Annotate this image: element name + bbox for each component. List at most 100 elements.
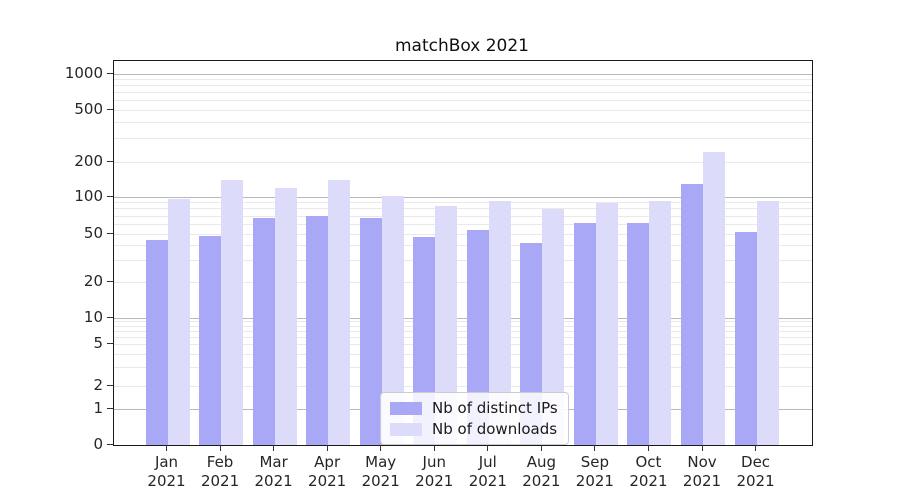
- x-tick-year: 2021: [468, 472, 507, 490]
- gridline-minor: [114, 343, 812, 345]
- x-tick-mark: [755, 445, 757, 451]
- bar-downloads: [703, 151, 725, 445]
- gridline-minor: [114, 281, 812, 283]
- x-tick-label: Feb 2021: [185, 453, 255, 491]
- legend-swatch-downloads: [390, 422, 422, 436]
- x-tick-label: Aug 2021: [506, 453, 576, 491]
- gridline-minor: [114, 260, 812, 262]
- y-tick-mark: [107, 280, 113, 282]
- y-tick-mark: [107, 407, 113, 409]
- x-tick-mark: [273, 445, 275, 451]
- x-tick-mark: [487, 445, 489, 451]
- bar-distinct-ips: [145, 239, 168, 445]
- gridline-minor: [114, 100, 812, 102]
- bar-distinct-ips: [681, 183, 703, 445]
- y-tick-label: 20: [83, 272, 103, 290]
- x-tick-year: 2021: [736, 472, 775, 490]
- bar-distinct-ips: [734, 231, 757, 445]
- gridline-minor: [114, 208, 812, 210]
- gridline-minor: [114, 330, 812, 332]
- x-tick-month: Jan: [154, 453, 179, 471]
- gridline-minor: [114, 85, 812, 87]
- gridline-minor: [114, 325, 812, 327]
- x-tick-label: Mar 2021: [239, 453, 309, 491]
- x-tick-month: Oct: [635, 453, 662, 471]
- x-tick-month: Jul: [478, 453, 497, 471]
- y-tick-label: 0: [93, 435, 103, 453]
- bar-downloads: [756, 200, 779, 445]
- bar-downloads: [542, 208, 565, 445]
- gridline-minor: [114, 245, 812, 247]
- x-tick-mark: [166, 445, 167, 451]
- y-tick-mark: [107, 384, 113, 386]
- x-tick-month: Mar: [259, 453, 288, 471]
- x-tick-label: Oct 2021: [613, 453, 683, 491]
- y-tick-label: 1000: [64, 64, 103, 82]
- gridline-minor: [114, 109, 812, 111]
- gridline-minor: [114, 92, 812, 94]
- x-tick-label: May 2021: [346, 453, 416, 491]
- y-tick-mark: [107, 195, 113, 197]
- bar-downloads: [221, 180, 244, 445]
- x-tick-label: Apr 2021: [292, 453, 362, 491]
- y-tick-label: 50: [83, 224, 103, 242]
- gridline-minor: [114, 78, 812, 80]
- bar-distinct-ips: [359, 218, 382, 445]
- bar-distinct-ips: [573, 223, 596, 445]
- x-tick-label: Jul 2021: [453, 453, 523, 491]
- bar-downloads: [595, 202, 618, 445]
- x-tick-mark: [594, 445, 596, 451]
- x-tick-month: Dec: [741, 453, 771, 471]
- gridline-minor: [114, 385, 812, 387]
- y-tick-mark: [107, 72, 113, 74]
- x-tick-mark: [380, 445, 382, 451]
- legend-item-downloads: Nb of downloads: [390, 420, 558, 438]
- y-tick-mark: [107, 108, 113, 110]
- legend: Nb of distinct IPs Nb of downloads: [380, 392, 569, 445]
- y-tick-label: 100: [74, 187, 103, 205]
- y-tick-label: 5: [93, 334, 103, 352]
- x-tick-month: Apr: [314, 453, 341, 471]
- x-tick-year: 2021: [254, 472, 293, 490]
- x-tick-mark: [701, 445, 703, 451]
- x-tick-year: 2021: [147, 472, 186, 490]
- x-tick-month: May: [365, 453, 397, 471]
- gridline-minor: [114, 353, 812, 355]
- x-tick-year: 2021: [415, 472, 454, 490]
- x-tick-label: Nov 2021: [667, 453, 737, 491]
- x-tick-label: Dec 2021: [721, 453, 791, 491]
- gridline-minor: [114, 161, 812, 163]
- bar-distinct-ips: [199, 236, 222, 445]
- gridline-minor: [114, 336, 812, 338]
- gridline-minor: [114, 138, 812, 140]
- legend-label-distinct-ips: Nb of distinct IPs: [432, 399, 558, 417]
- x-tick-month: Nov: [687, 453, 717, 471]
- gridline-major: [114, 196, 812, 198]
- x-tick-mark: [540, 445, 542, 451]
- y-tick-mark: [107, 316, 113, 318]
- bar-downloads: [381, 196, 404, 445]
- x-tick-label: Sep 2021: [560, 453, 630, 491]
- x-tick-year: 2021: [575, 472, 614, 490]
- x-tick-year: 2021: [629, 472, 668, 490]
- bar-downloads: [488, 200, 511, 445]
- x-tick-year: 2021: [522, 472, 561, 490]
- gridline-major: [114, 317, 812, 319]
- y-tick-label: 2: [93, 376, 103, 394]
- y-tick-mark: [107, 160, 113, 162]
- bar-distinct-ips: [466, 229, 489, 445]
- x-tick-year: 2021: [308, 472, 347, 490]
- y-tick-label: 500: [74, 100, 103, 118]
- gridline-minor: [114, 233, 812, 235]
- y-tick-label: 10: [83, 308, 103, 326]
- y-tick-mark: [107, 342, 113, 344]
- gridline-minor: [114, 321, 812, 323]
- bar-downloads: [274, 187, 297, 445]
- y-tick-label: 200: [74, 152, 103, 170]
- bar-downloads: [649, 200, 672, 445]
- gridline-minor: [114, 202, 812, 204]
- x-tick-mark: [433, 445, 435, 451]
- x-tick-year: 2021: [682, 472, 722, 490]
- bar-distinct-ips: [306, 216, 329, 445]
